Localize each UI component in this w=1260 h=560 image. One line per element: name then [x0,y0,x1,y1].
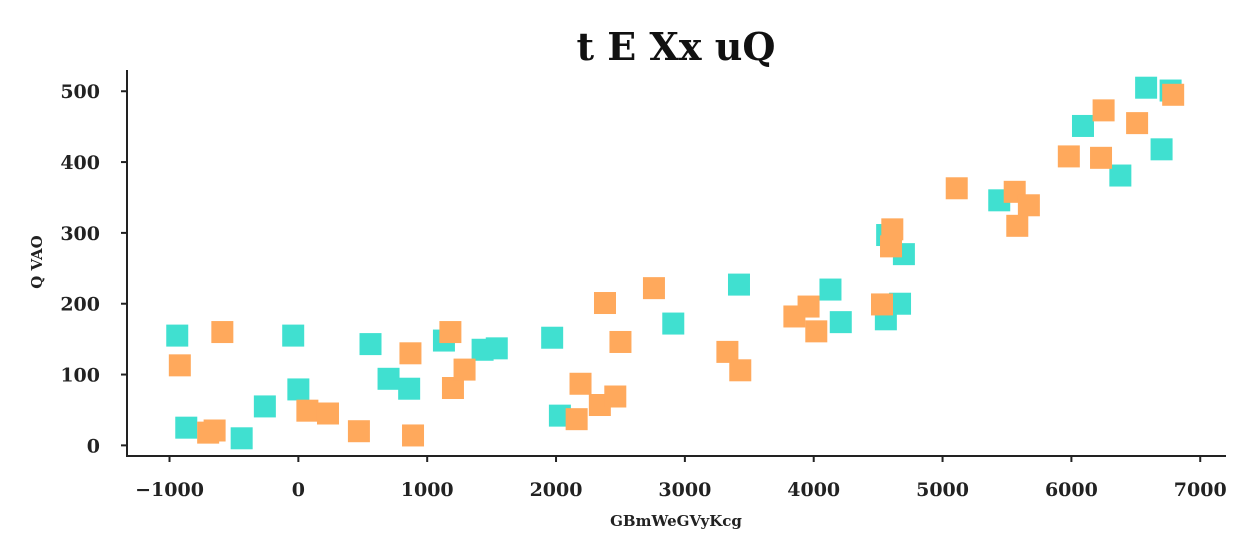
data-point-series-2 [439,321,462,344]
data-point-series-2 [347,420,370,443]
data-point-series-1 [166,324,189,347]
x-axis-ticks: −1000 0 1000 2000 3000 4000 5000 6000 7000 [135,456,1227,501]
data-point-series-2 [1006,214,1029,237]
data-point-series-2 [296,399,319,422]
data-point-series-1 [889,292,912,315]
data-point-series-2 [211,321,234,344]
y-tick-label: 500 [60,81,100,103]
data-point-series-2 [316,402,339,425]
data-point-series-2 [609,330,632,353]
data-point-series-1 [398,377,421,400]
data-point-series-2 [805,320,828,343]
data-point-series-2 [880,235,903,258]
x-tick-label: −1000 [135,479,204,501]
x-tick-label: 6000 [1045,479,1098,501]
x-tick-label: 5000 [916,479,969,501]
x-tick-label: 4000 [787,479,840,501]
data-point-series-1 [230,427,253,450]
data-point-series-2 [402,424,425,447]
data-point-series-1 [253,395,276,418]
y-axis-label: Q VAO [28,235,46,288]
data-point-series-1 [541,326,564,349]
data-point-series-1 [485,337,508,360]
data-point-series-2 [945,177,968,200]
data-point-series-1 [1150,138,1173,161]
y-tick-label: 0 [87,435,100,457]
x-axis-label: GBmWeGVyKcg [610,512,742,530]
data-point-series-2 [642,277,665,300]
data-point-series-2 [1092,99,1115,122]
data-point-series-2 [604,385,627,408]
data-markers [166,76,1185,450]
data-point-series-1 [282,324,305,347]
data-point-series-2 [593,292,616,315]
data-point-series-1 [377,367,400,390]
data-point-series-2 [1126,112,1149,135]
data-point-series-2 [881,218,904,241]
data-point-series-2 [203,419,226,442]
x-tick-label: 2000 [530,479,583,501]
y-tick-label: 400 [60,152,100,174]
data-point-series-1 [829,311,852,334]
data-point-series-1 [1071,114,1094,137]
data-point-series-2 [716,340,739,363]
data-point-series-1 [727,273,750,296]
chart-title: t E Xx uQ [576,24,775,69]
data-point-series-2 [797,295,820,318]
data-point-series-1 [175,416,198,439]
data-point-series-2 [870,293,893,316]
data-point-series-1 [359,333,382,356]
data-point-series-1 [548,404,571,427]
x-tick-label: 1000 [401,479,454,501]
data-point-series-2 [1090,146,1113,169]
y-tick-label: 100 [60,365,100,387]
y-axis-ticks: 0 100 200 300 400 500 [60,81,127,457]
data-point-series-2 [1057,145,1080,168]
data-point-series-2 [441,377,464,400]
x-tick-label: 0 [292,479,305,501]
data-point-series-1 [1135,76,1158,99]
data-point-series-1 [287,378,310,401]
x-tick-label: 3000 [658,479,711,501]
data-point-series-2 [168,354,191,377]
data-point-series-2 [399,342,422,365]
data-point-series-1 [819,278,842,301]
x-tick-label: 7000 [1174,479,1227,501]
data-point-series-2 [729,359,752,382]
data-point-series-1 [1109,164,1132,187]
data-point-series-2 [453,358,476,381]
data-point-series-1 [662,312,685,335]
y-tick-label: 300 [60,223,100,245]
data-point-series-2 [1162,83,1185,106]
data-point-series-2 [565,408,588,431]
data-point-series-2 [569,372,592,395]
y-tick-label: 200 [60,294,100,316]
data-point-series-2 [1017,194,1040,217]
